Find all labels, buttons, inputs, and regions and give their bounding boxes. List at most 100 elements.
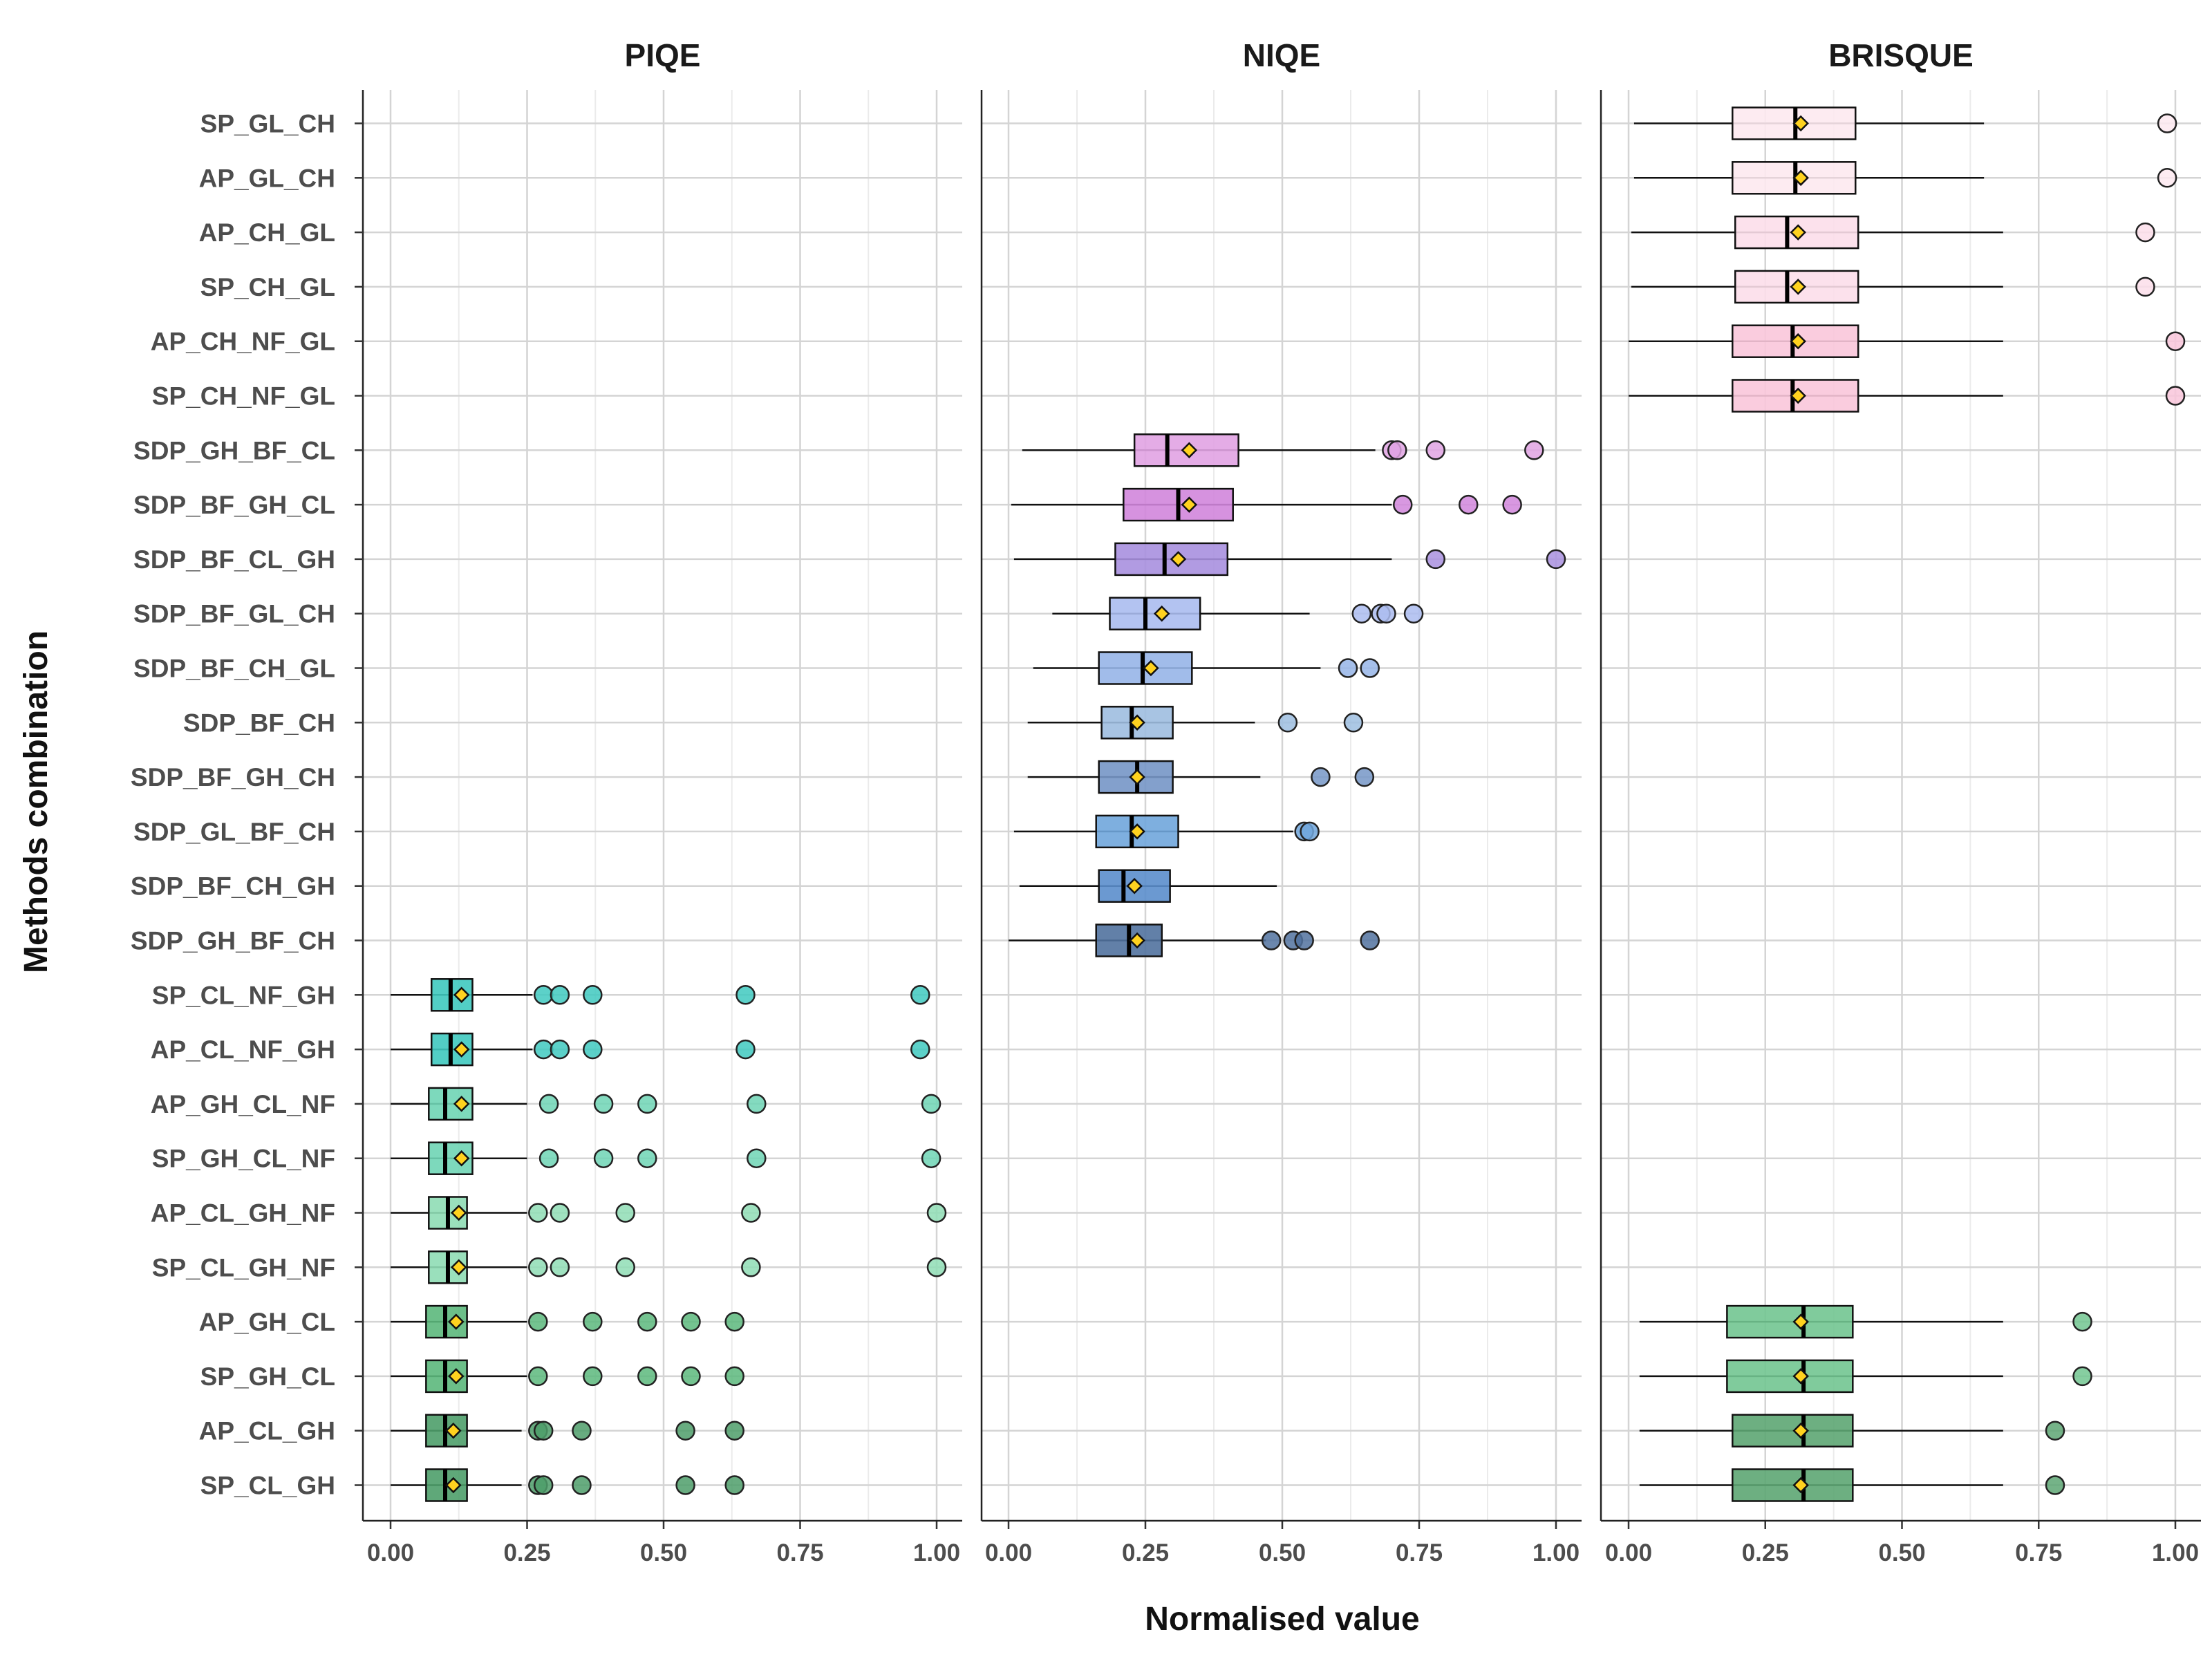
outlier-point [2135, 276, 2155, 297]
box-brisque-ap-gl-ch [1633, 161, 2177, 195]
box-niqe-sdp-bf-cl-gh [1013, 542, 1566, 577]
category-label-sp-cl-gh-nf: SP_CL_GH_NF [152, 1253, 335, 1282]
mean-marker [1129, 932, 1145, 949]
outlier-point [1425, 549, 1446, 570]
box-body [1732, 1468, 1854, 1502]
x-tick-label: 1.00 [2152, 1539, 2199, 1566]
outlier-point [1425, 440, 1446, 460]
outlier-point [747, 1148, 767, 1168]
x-tick-label: 0.25 [503, 1539, 550, 1566]
outlier-point [910, 985, 930, 1005]
outlier-point [724, 1311, 744, 1332]
outlier-point [1403, 603, 1424, 624]
outlier-point [735, 1039, 756, 1060]
x-tick-label: 0.25 [1122, 1539, 1169, 1566]
box-brisque-ap-ch-gl [1631, 215, 2155, 250]
facet-brisque: 0.00 0.25 0.50 0.75 1.00 BRISQUE [1600, 37, 2201, 1566]
outlier-point [533, 1475, 554, 1495]
mean-marker [1129, 769, 1145, 785]
outlier-point [2165, 331, 2186, 351]
box-niqe-sdp-gh-bf-ch [1009, 924, 1380, 957]
box-brisque-ap-ch-nf-gl [1629, 324, 2186, 358]
box-brisque-sp-gh-cl [1639, 1359, 2092, 1394]
box-niqe-sdp-gl-bf-ch [1013, 814, 1320, 849]
facet-niqe: 0.00 0.25 0.50 0.75 1.00 NIQE [980, 37, 1582, 1566]
outlier-point [1294, 930, 1314, 950]
outlier-point [1360, 930, 1380, 950]
outlier-point [583, 1366, 603, 1387]
category-label-sp-gl-ch: SP_GL_CH [200, 110, 335, 138]
outlier-point [675, 1421, 695, 1441]
outlier-point [741, 1257, 761, 1277]
outlier-point [637, 1366, 657, 1387]
box-body [1726, 1359, 1854, 1394]
mean-marker [453, 986, 470, 1004]
mean-marker [1792, 1313, 1809, 1330]
x-tick-label: 0.75 [1396, 1539, 1443, 1566]
outlier-point [1338, 658, 1358, 678]
category-label-sdp-gh-bf-ch: SDP_GH_BF_CH [131, 927, 335, 955]
category-label-sdp-bf-ch: SDP_BF_CH [183, 709, 335, 737]
mean-marker [445, 1477, 462, 1494]
outlier-point [2045, 1475, 2065, 1495]
facet-panels: 0.00 0.25 0.50 0.75 1.00 PIQE 0.00 0.25 0.50 0.75… [355, 37, 2201, 1566]
outlier-point [637, 1148, 657, 1168]
outlier-point [681, 1311, 701, 1332]
outlier-point [675, 1475, 695, 1495]
mean-marker [1153, 605, 1170, 622]
mean-marker [453, 1041, 470, 1058]
outlier-point [528, 1257, 548, 1277]
outlier-point [572, 1421, 592, 1441]
box-niqe-sdp-bf-ch [1027, 706, 1364, 740]
mean-marker [450, 1204, 467, 1221]
x-tick-label: 0.75 [776, 1539, 823, 1566]
mean-marker [1792, 1422, 1809, 1439]
category-label-sdp-bf-gh-ch: SDP_BF_GH_CH [131, 763, 335, 791]
outlier-point [593, 1094, 614, 1114]
box-piqe-ap-gh-cl [391, 1304, 744, 1339]
box-piqe-ap-cl-gh [391, 1414, 744, 1447]
mean-marker [1790, 387, 1806, 404]
mean-marker [453, 1096, 470, 1112]
mean-marker [1790, 332, 1806, 350]
outlier-point [2157, 113, 2177, 133]
x-axis-title: Normalised value [1145, 1601, 1420, 1638]
category-label-sp-ch-gl: SP_CH_GL [200, 273, 335, 301]
mean-marker [450, 1259, 467, 1276]
category-label-ap-ch-gl: AP_CH_GL [199, 218, 335, 247]
outlier-point [550, 985, 570, 1005]
outlier-point [528, 1311, 548, 1332]
category-label-sdp-gh-bf-cl: SDP_GH_BF_CL [133, 436, 335, 465]
box-piqe-sp-cl-gh [391, 1468, 744, 1502]
outlier-point [2165, 386, 2186, 406]
category-label-sp-ch-nf-gl: SP_CH_NF_GL [152, 382, 335, 411]
box-piqe-ap-gh-cl-nf [391, 1087, 941, 1121]
outlier-point [724, 1421, 744, 1441]
y-axis-title: Methods combination [18, 630, 55, 973]
x-tick-label: 0.50 [640, 1539, 687, 1566]
outlier-point [572, 1475, 592, 1495]
box-piqe-ap-cl-nf-gh [391, 1032, 930, 1067]
outlier-point [637, 1094, 657, 1114]
box-brisque-ap-gh-cl [1639, 1304, 2092, 1339]
outlier-point [533, 1039, 554, 1060]
mean-marker [1126, 877, 1143, 894]
category-label-ap-ch-nf-gl: AP_CH_NF_GL [151, 328, 335, 356]
category-label-ap-cl-gh-nf: AP_CL_GH_NF [151, 1199, 335, 1228]
mean-marker [1792, 115, 1809, 132]
mean-marker [1129, 823, 1145, 840]
box-niqe-sdp-bf-gh-cl [1011, 487, 1522, 522]
outlier-point [2072, 1311, 2092, 1332]
outlier-point [1300, 821, 1320, 842]
outlier-point [538, 1148, 559, 1168]
mean-marker [1129, 714, 1145, 731]
outlier-point [2072, 1366, 2092, 1387]
x-tick-label: 0.00 [367, 1539, 414, 1566]
mean-marker [1790, 224, 1806, 241]
outlier-point [1351, 603, 1372, 624]
facet-piqe: 0.00 0.25 0.50 0.75 1.00 PIQE [355, 37, 962, 1566]
box-brisque-ap-cl-gh [1639, 1414, 2065, 1447]
outlier-point [747, 1094, 767, 1114]
category-label-ap-cl-gh: AP_CL_GH [199, 1417, 335, 1445]
